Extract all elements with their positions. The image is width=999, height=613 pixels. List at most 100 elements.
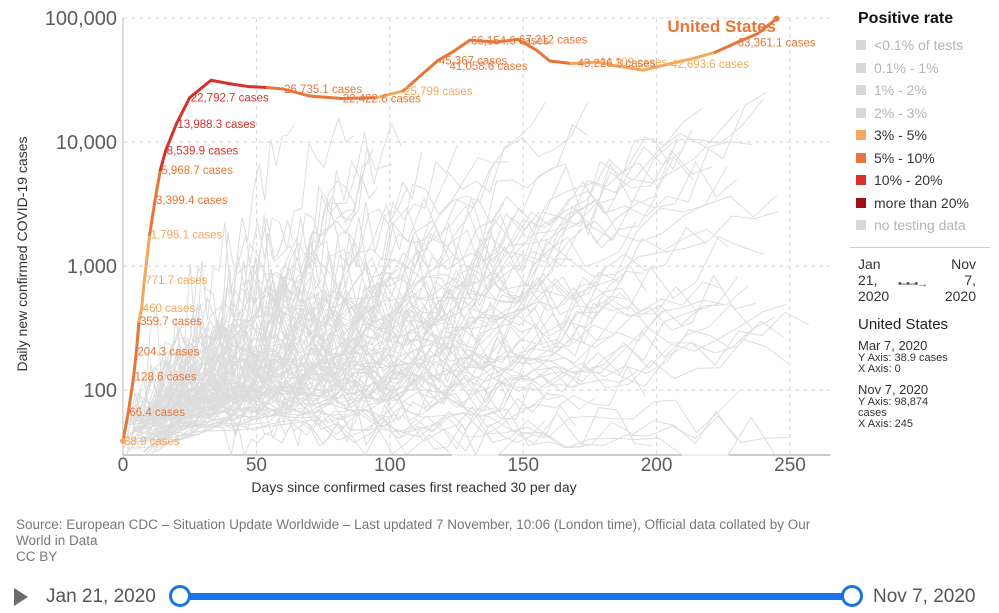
data-label: 771.7 cases bbox=[145, 275, 207, 287]
legend-label: 0.1% - 1% bbox=[874, 59, 939, 76]
legend-item[interactable]: 5% - 10% bbox=[850, 147, 990, 170]
x-tick-label: 100 bbox=[374, 455, 406, 476]
data-label: 25,799 cases bbox=[404, 86, 473, 98]
legend-item[interactable]: 0.1% - 1% bbox=[850, 57, 990, 80]
timeline-track[interactable] bbox=[178, 593, 852, 600]
data-label: 66,154.6 cases bbox=[471, 35, 549, 47]
data-label: 44,109 cases bbox=[599, 57, 668, 69]
time-range-arrow-icon: •--•--•→ bbox=[898, 278, 928, 290]
time-range-start: Jan 21, 2020 bbox=[858, 256, 890, 304]
series-segment bbox=[535, 48, 552, 63]
y-tick-label: 1,000 bbox=[67, 256, 117, 278]
axis-ticks: 100 1,000 10,000 100,000 0 50 100 150 200 250 bbox=[45, 8, 806, 476]
timeline-start-handle[interactable] bbox=[169, 585, 191, 607]
legend-swatch bbox=[856, 220, 866, 231]
data-label: 460 cases bbox=[143, 303, 196, 315]
legend-label: <0.1% of tests bbox=[874, 37, 964, 54]
series-segment bbox=[713, 41, 739, 54]
legend-swatch bbox=[856, 85, 866, 96]
x-axis-label: Days since confirmed cases first reached… bbox=[251, 479, 576, 495]
highlighted-country-line[interactable] bbox=[120, 15, 780, 445]
background-country-line bbox=[143, 320, 784, 423]
series-segment bbox=[495, 37, 520, 44]
series-segment bbox=[281, 87, 312, 98]
source-line: Source: European CDC – Situation Update … bbox=[16, 517, 811, 532]
time-range-end: Nov 7, 2020 bbox=[944, 256, 976, 304]
x-tick-label: 0 bbox=[118, 455, 129, 476]
series-segment bbox=[137, 306, 144, 323]
legend-item[interactable]: no testing data bbox=[850, 214, 990, 237]
background-country-line bbox=[147, 163, 567, 448]
time-range-legend: Jan 21, 2020 •--•--•→ Nov 7, 2020 bbox=[858, 256, 976, 306]
legend-item[interactable]: 2% - 3% bbox=[850, 102, 990, 125]
legend-items: <0.1% of tests 0.1% - 1% 1% - 2% 2% - 3% 3% … bbox=[850, 34, 990, 237]
series-segment bbox=[668, 56, 699, 66]
legend-label: 2% - 3% bbox=[874, 104, 927, 121]
background-country-line bbox=[142, 365, 646, 425]
timeline-slider[interactable]: Jan 21, 2020 Nov 7, 2020 bbox=[0, 580, 999, 613]
series-segment bbox=[209, 78, 232, 86]
background-country-line bbox=[132, 124, 294, 431]
legend-label: no testing data bbox=[874, 217, 966, 234]
legend-label: 5% - 10% bbox=[874, 149, 935, 166]
background-country-line bbox=[156, 144, 458, 424]
background-country-line bbox=[160, 220, 637, 435]
series-segment bbox=[148, 198, 157, 236]
country-label[interactable]: United States bbox=[667, 17, 776, 36]
series-segment bbox=[265, 86, 285, 91]
legend-item[interactable]: 10% - 20% bbox=[850, 169, 990, 192]
play-icon[interactable] bbox=[14, 588, 28, 606]
y-tick-label: 100 bbox=[84, 380, 117, 402]
background-country-line bbox=[160, 276, 739, 440]
legend-swatch bbox=[856, 107, 866, 118]
background-country-line bbox=[135, 186, 409, 428]
series-segment bbox=[735, 31, 760, 45]
series-segment bbox=[126, 375, 136, 414]
series-segment bbox=[756, 17, 779, 35]
data-label: 45,367 cases bbox=[439, 56, 508, 68]
data-label: 22,792.7 cases bbox=[191, 93, 269, 105]
background-country-line bbox=[142, 159, 360, 422]
background-country-line bbox=[126, 149, 373, 442]
data-label: 5,968.7 cases bbox=[161, 165, 233, 177]
timeline-end-handle[interactable] bbox=[841, 585, 863, 607]
series-segment bbox=[401, 73, 424, 93]
background-country-line bbox=[134, 109, 739, 430]
series-segment bbox=[174, 96, 192, 126]
background-country-line bbox=[157, 91, 767, 433]
data-label: 43,226.3 cases bbox=[578, 58, 656, 70]
legend-divider bbox=[850, 246, 990, 248]
series-segment bbox=[452, 38, 472, 53]
background-country-line bbox=[146, 328, 543, 426]
legend-item[interactable]: more than 20% bbox=[850, 192, 990, 215]
series-segment bbox=[158, 149, 168, 172]
data-label: 22,422.6 cases bbox=[343, 94, 421, 106]
data-label: 359.7 cases bbox=[140, 316, 202, 328]
legend-item[interactable]: 1% - 2% bbox=[850, 79, 990, 102]
series-segment bbox=[569, 60, 600, 65]
data-label: 13,988.3 cases bbox=[177, 119, 255, 131]
data-label: 128.6 cases bbox=[135, 372, 197, 384]
legend-item[interactable]: <0.1% of tests bbox=[850, 34, 990, 57]
legend-item[interactable]: 3% - 5% bbox=[850, 124, 990, 147]
series-segment bbox=[548, 59, 573, 65]
series-segment bbox=[140, 278, 146, 310]
background-country-line bbox=[152, 363, 508, 425]
background-country-line bbox=[160, 245, 546, 443]
background-country-line bbox=[162, 297, 464, 439]
hover-country: United States bbox=[858, 316, 949, 333]
background-country-line bbox=[132, 265, 606, 421]
data-label: 204.3 cases bbox=[137, 347, 199, 359]
hover-info-panel: United States Mar 7, 2020 Y Axis: 38.9 c… bbox=[858, 316, 988, 438]
hover-x-value: X Axis: 245 bbox=[858, 418, 914, 430]
series-segment bbox=[436, 49, 456, 63]
background-country-line bbox=[144, 253, 323, 442]
data-label: 3,399.4 cases bbox=[156, 195, 228, 207]
background-country-line bbox=[161, 357, 638, 421]
background-country-line bbox=[129, 102, 588, 445]
legend-label: 10% - 20% bbox=[874, 172, 943, 189]
series-segment bbox=[420, 59, 440, 77]
legend-swatch bbox=[856, 40, 866, 51]
series-segment bbox=[121, 410, 130, 443]
hover-date: Nov 7, 2020 bbox=[858, 382, 929, 397]
